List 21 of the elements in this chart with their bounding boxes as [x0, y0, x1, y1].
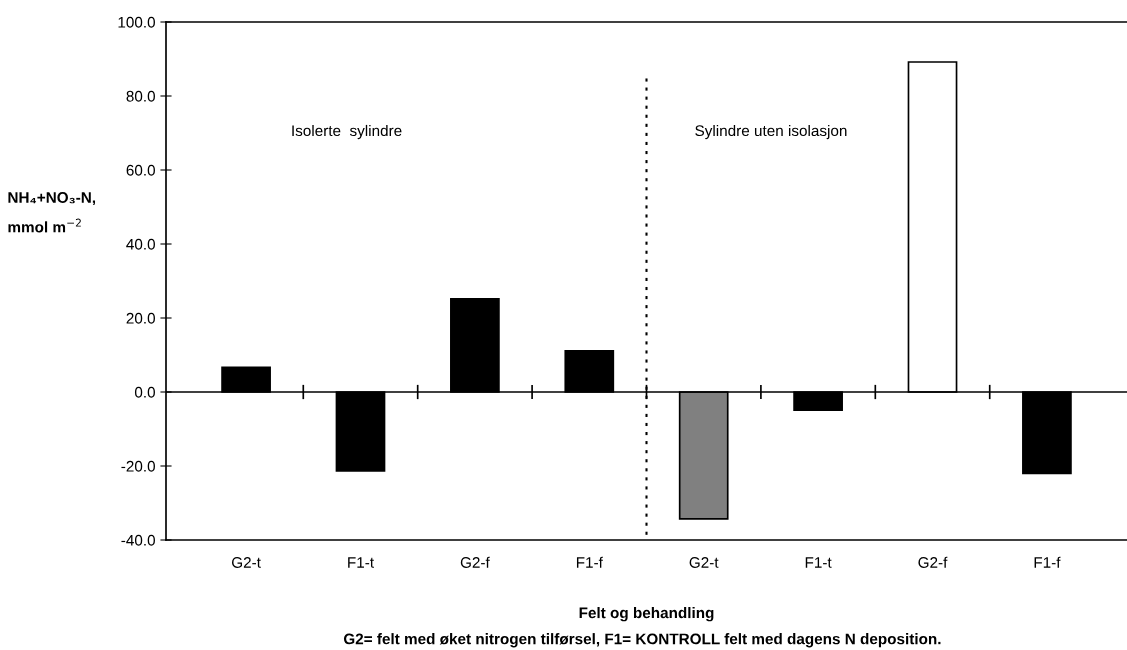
y-tick-label: -40.0	[121, 534, 155, 546]
text: G2= felt med øket nitrogen tilførsel, F1= KONTROLL felt med dagens N deposition.	[343, 633, 941, 648]
x-tick-label: F1-f	[1034, 556, 1061, 568]
x-tick-label: F1-t	[805, 557, 832, 568]
annotation: Sylindre uten isolasjon	[695, 124, 847, 140]
y-tick-label: 80.0	[126, 90, 155, 102]
x-axis-title: Felt og behandling	[579, 607, 714, 622]
x-tick-label: G2-f	[918, 556, 948, 568]
y-tick-label: 40.0	[126, 238, 155, 250]
y-tick-label: 20.0	[126, 312, 155, 324]
y-tick-label: 0.0	[134, 386, 155, 398]
x-tick-label: G2-f	[460, 556, 490, 568]
y-tick-label: 100.0	[118, 16, 155, 28]
x-tick-label: F1-t	[348, 557, 374, 568]
y-tick-label: 60.0	[126, 164, 155, 176]
y-tick-label: -20.0	[121, 460, 155, 472]
x-tick-label: G2-t	[689, 557, 719, 568]
y-axis-title: NH₄+NO₃-N, mmol m$^{−2}$	[8, 192, 96, 233]
x-tick-label: F1-f	[576, 556, 603, 568]
x-tick-label: G2-t	[232, 557, 261, 568]
annotation: Isolerte sylindre	[292, 124, 402, 140]
